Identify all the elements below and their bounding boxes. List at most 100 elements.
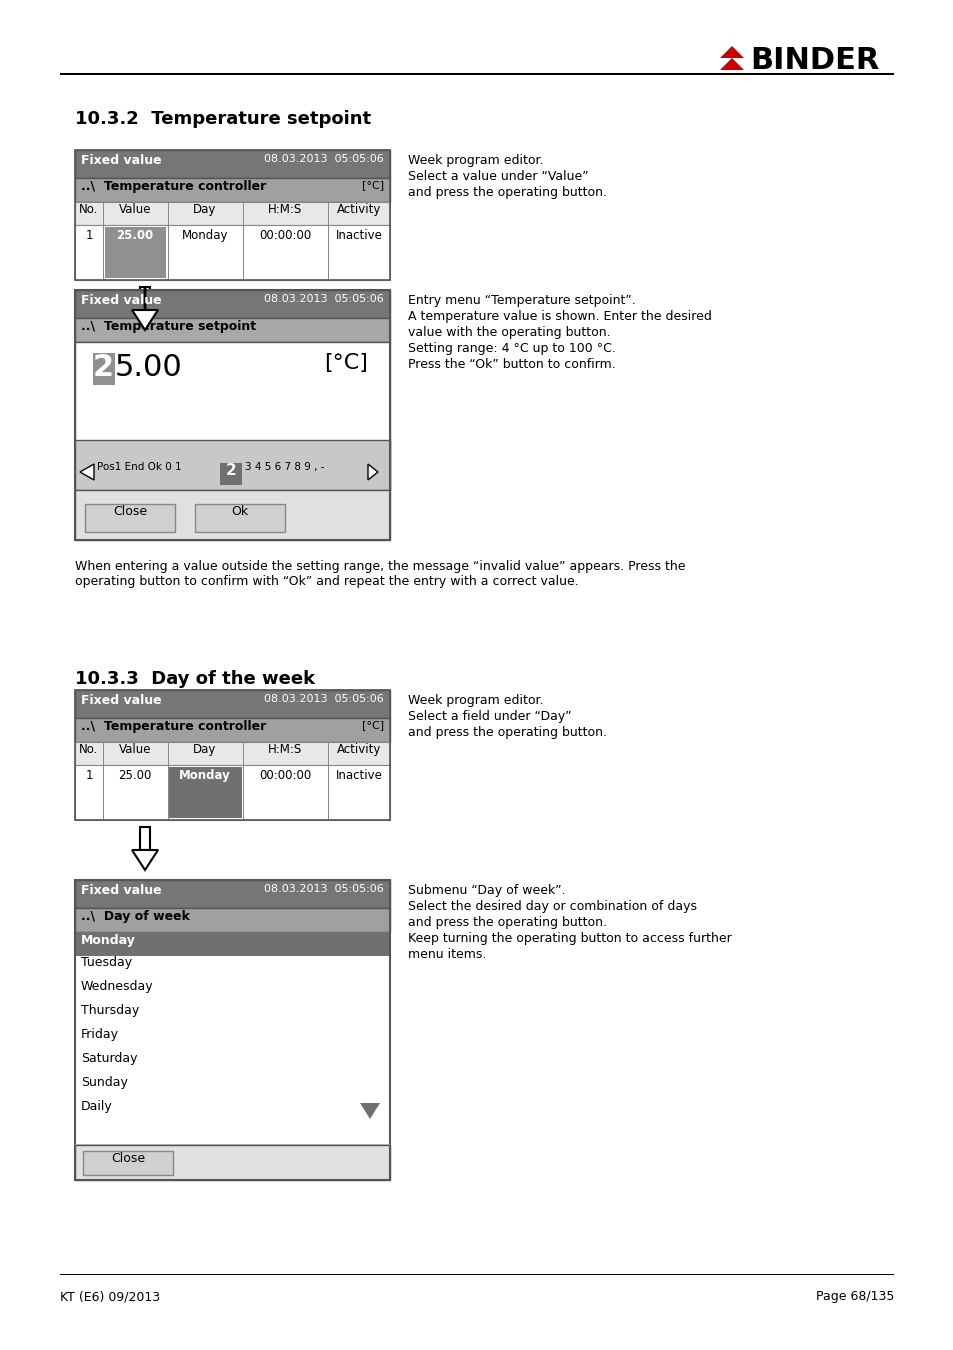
Text: 2: 2 [226,463,236,478]
Text: Activity: Activity [336,202,381,216]
Bar [328,765,329,819]
Bar [75,178,390,202]
Text: Ok: Ok [232,505,249,518]
Bar [85,504,174,532]
Text: When entering a value outside the setting range, the message “invalid value” app: When entering a value outside the settin… [75,560,685,589]
Text: 08.03.2013  05:05:06: 08.03.2013 05:05:06 [264,154,384,163]
Text: ..\  Day of week: ..\ Day of week [81,910,190,923]
Polygon shape [731,46,743,58]
Bar [194,504,285,532]
Bar [75,1076,390,1100]
Text: 00:00:00: 00:00:00 [258,769,311,782]
Text: Page 68/135: Page 68/135 [815,1291,893,1303]
Text: Wednesday: Wednesday [81,980,153,994]
Bar [75,1004,390,1027]
Bar [220,463,242,485]
Text: menu items.: menu items. [408,948,486,961]
Bar [75,490,390,540]
Text: Daily: Daily [81,1100,112,1112]
Text: H:M:S: H:M:S [268,202,302,216]
Bar [243,225,244,279]
Bar [103,202,104,225]
Polygon shape [368,464,377,481]
Text: Inactive: Inactive [335,230,382,242]
Text: [°C]: [°C] [361,180,384,190]
Bar [328,202,329,225]
Bar [92,352,115,385]
Text: ..\  Temperature controller: ..\ Temperature controller [81,720,266,733]
Text: Setting range: 4 °C up to 100 °C.: Setting range: 4 °C up to 100 °C. [408,342,616,355]
Text: Press the “Ok” button to confirm.: Press the “Ok” button to confirm. [408,358,615,371]
Text: Entry menu “Temperature setpoint”.: Entry menu “Temperature setpoint”. [408,294,635,306]
Bar [328,225,329,279]
Bar [168,225,169,279]
Bar [75,150,390,279]
Bar [140,828,150,850]
Text: Activity: Activity [336,743,381,756]
Text: Fixed value: Fixed value [81,694,161,707]
Text: Monday: Monday [81,934,135,946]
Text: 08.03.2013  05:05:06: 08.03.2013 05:05:06 [264,294,384,304]
Bar [75,1145,390,1180]
Bar [75,880,390,909]
Bar [243,202,244,225]
Bar [75,1100,390,1125]
Bar [168,743,169,765]
Bar [75,765,390,819]
Bar [75,225,390,279]
Text: Close: Close [112,505,147,518]
Text: H:M:S: H:M:S [268,743,302,756]
Text: Friday: Friday [81,1027,119,1041]
Text: Day: Day [193,202,216,216]
Polygon shape [132,310,158,329]
Bar [75,150,390,178]
Polygon shape [80,464,94,481]
Bar [75,1027,390,1052]
Text: ..\  Temperature setpoint: ..\ Temperature setpoint [81,320,255,333]
Bar [75,202,390,225]
Text: [°C]: [°C] [361,720,384,730]
Bar [75,909,390,931]
Text: Select a value under “Value”: Select a value under “Value” [408,170,588,184]
Text: value with the operating button.: value with the operating button. [408,325,610,339]
Text: 10.3.3  Day of the week: 10.3.3 Day of the week [75,670,314,688]
Bar [60,1273,893,1274]
Text: No.: No. [79,743,98,756]
Polygon shape [720,46,731,58]
Text: and press the operating button.: and press the operating button. [408,726,606,738]
Text: 2: 2 [92,352,114,382]
Text: Week program editor.: Week program editor. [408,154,543,167]
Text: Saturday: Saturday [81,1052,137,1065]
Bar [75,690,390,819]
Text: 5.00: 5.00 [115,352,183,382]
Polygon shape [720,58,731,70]
Bar [328,743,329,765]
Text: Day: Day [193,743,216,756]
Text: Keep turning the operating button to access further: Keep turning the operating button to acc… [408,931,731,945]
Text: ..\  Temperature controller: ..\ Temperature controller [81,180,266,193]
Polygon shape [359,1103,379,1119]
Text: Select a field under “Day”: Select a field under “Day” [408,710,571,724]
Bar [75,290,390,319]
Text: 3 4 5 6 7 8 9 , -: 3 4 5 6 7 8 9 , - [245,462,324,472]
Polygon shape [132,850,158,869]
Text: Fixed value: Fixed value [81,154,161,167]
Text: No.: No. [79,202,98,216]
Text: Inactive: Inactive [335,769,382,782]
Polygon shape [731,58,743,70]
Text: and press the operating button.: and press the operating button. [408,917,606,929]
Bar [75,931,390,956]
Bar [140,288,150,311]
Text: 25.00: 25.00 [116,230,153,242]
Bar [103,765,104,819]
Text: BINDER: BINDER [749,46,879,76]
Bar [75,319,390,342]
Text: Select the desired day or combination of days: Select the desired day or combination of… [408,900,697,913]
Bar [75,440,390,490]
Bar [103,743,104,765]
Text: Thursday: Thursday [81,1004,139,1017]
Text: Fixed value: Fixed value [81,294,161,306]
Text: Tuesday: Tuesday [81,956,132,969]
Text: Sunday: Sunday [81,1076,128,1089]
Text: and press the operating button.: and press the operating button. [408,186,606,198]
